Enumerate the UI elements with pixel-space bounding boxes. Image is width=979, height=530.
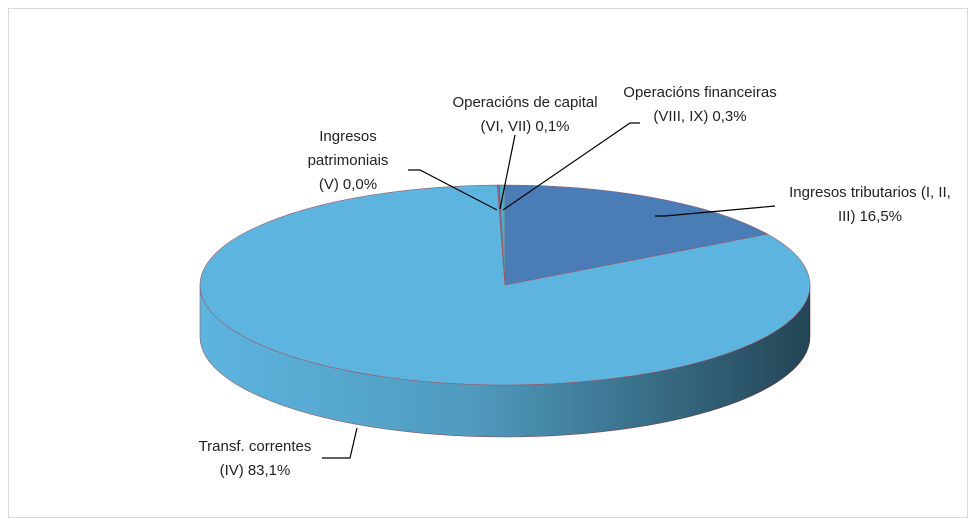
category-label: Operacións financeiras (VIII, IX) <box>623 84 777 125</box>
value-label: 0,3% <box>712 108 747 125</box>
leader-line <box>502 122 640 211</box>
slice-label: Transf. correntes (IV) 83,1% <box>170 435 340 483</box>
leader-line <box>322 427 358 459</box>
chart-border <box>8 8 968 518</box>
slice-label: Operacións de capital (VI, VII) 0,1% <box>445 91 605 139</box>
pie-slices <box>199 184 811 438</box>
value-label: 16,5% <box>859 208 903 225</box>
value-label: 0,1% <box>535 118 570 135</box>
slice <box>199 184 811 386</box>
category-label: Ingresos patrimoniais (V) <box>307 128 389 193</box>
category-label: Operacións de capital (VI, VII) <box>452 94 598 135</box>
value-label: 0,0% <box>342 176 378 193</box>
leader-line <box>655 205 776 217</box>
value-label: 83,1% <box>247 462 291 479</box>
slice-label: Ingresos tributarios (I, II, III) 16,5% <box>770 181 970 229</box>
slice-side-shade <box>200 285 810 437</box>
leader-line <box>499 134 516 210</box>
leader-lines <box>322 122 776 459</box>
slice-label: Ingresos patrimoniais (V) 0,0% <box>278 125 418 197</box>
category-label: Ingresos tributarios (I, II, III) <box>789 184 951 225</box>
slice-label: Operacións financeiras (VIII, IX) 0,3% <box>615 81 785 129</box>
category-label: Transf. correntes (IV) <box>198 438 312 479</box>
leader-line <box>408 169 498 211</box>
